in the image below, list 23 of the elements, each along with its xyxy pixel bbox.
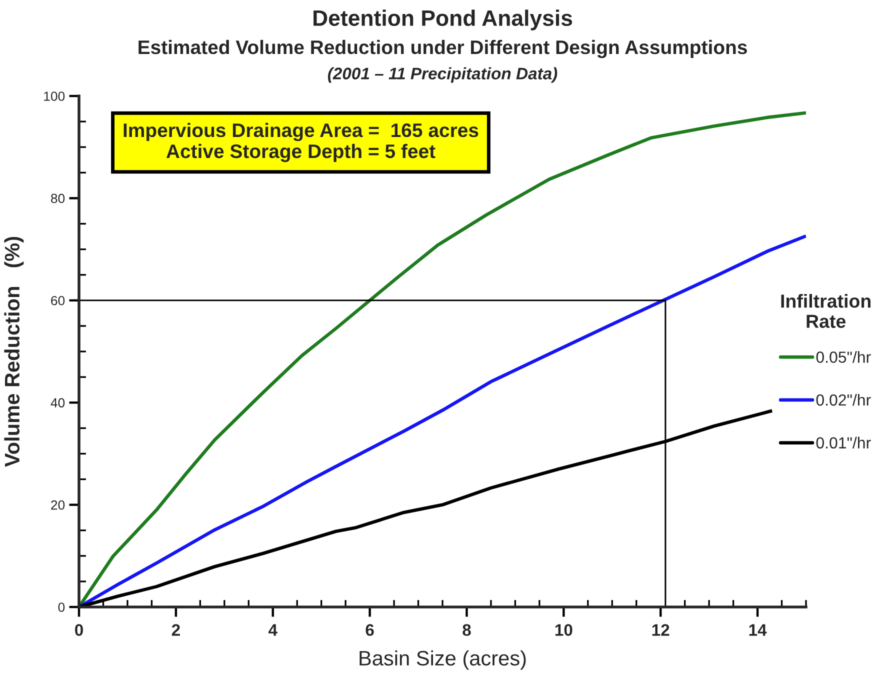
annotation: Impervious Drainage Area = 165 acres Active Storage Depth = 5 feet [124,122,478,162]
x-tick-label: 14 [749,624,767,636]
y-tick-label: 0 [58,602,65,612]
legend-label: 0.02"/hr [816,394,871,406]
x-tick-label: 10 [555,624,572,636]
legend-label: 0.01"/hr [816,436,871,449]
chart-subtitle: Estimated Volume Reduction under Different Design Assumptions (2001 – 11 Precipitation Data) [138,40,747,83]
y-tick-label: 100 [44,92,65,101]
y-tick-label: 60 [51,296,65,306]
x-tick-label: 6 [366,624,374,636]
legend-title: Infiltration Rate [781,294,870,328]
legend-label: 0.05"/hr [816,351,871,363]
chart-title: Detention Pond Analysis [314,10,572,30]
x-axis-title: Basin Size (acres) [360,650,526,670]
y-tick-label: 80 [51,194,65,204]
x-tick-label: 12 [652,624,670,636]
y-tick-label: 40 [50,398,65,408]
x-tick-label: 8 [462,624,471,636]
y-tick-label: 20 [51,500,65,510]
x-tick-label: 2 [172,624,180,636]
y-axis-title: Volume Reduction (%) [4,236,24,467]
x-tick-label: 4 [268,624,278,636]
x-tick-label: 0 [75,624,83,636]
